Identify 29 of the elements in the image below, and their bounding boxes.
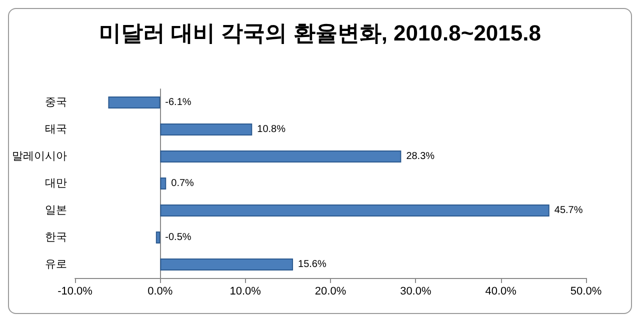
x-tick-label: 30.0%: [400, 286, 432, 298]
bar: [160, 258, 294, 270]
chart-title: 미달러 대비 각국의 환율변화, 2010.8~2015.8: [99, 20, 541, 46]
x-tick-label: 50.0%: [570, 286, 602, 298]
y-tick-label: 말레이시아: [12, 150, 67, 162]
bar: [108, 96, 160, 108]
data-label: 0.7%: [171, 178, 194, 189]
data-label: -6.1%: [165, 97, 192, 108]
y-tick-label: 중국: [45, 96, 67, 108]
y-tick-label: 유로: [45, 258, 67, 270]
y-tick-label: 태국: [45, 124, 67, 136]
bar: [160, 150, 402, 162]
x-tick-label: 20.0%: [314, 286, 346, 298]
data-label: 10.8%: [257, 124, 286, 135]
bar: [160, 124, 252, 136]
data-label: 28.3%: [406, 151, 435, 162]
y-tick-label: 한국: [45, 232, 67, 244]
bar: [156, 232, 160, 244]
x-tick-label: 10.0%: [230, 286, 262, 298]
data-label: 15.6%: [298, 259, 326, 270]
bar: [160, 204, 550, 216]
bar: [160, 178, 166, 190]
data-label: 45.7%: [554, 205, 583, 216]
x-tick-label: -10.0%: [58, 286, 93, 298]
y-tick-label: 대만: [45, 178, 67, 190]
x-tick-label: 40.0%: [485, 286, 517, 298]
y-tick-label: 일본: [45, 204, 67, 216]
x-tick-label: 0.0%: [148, 286, 173, 298]
data-label: -0.5%: [165, 232, 192, 243]
